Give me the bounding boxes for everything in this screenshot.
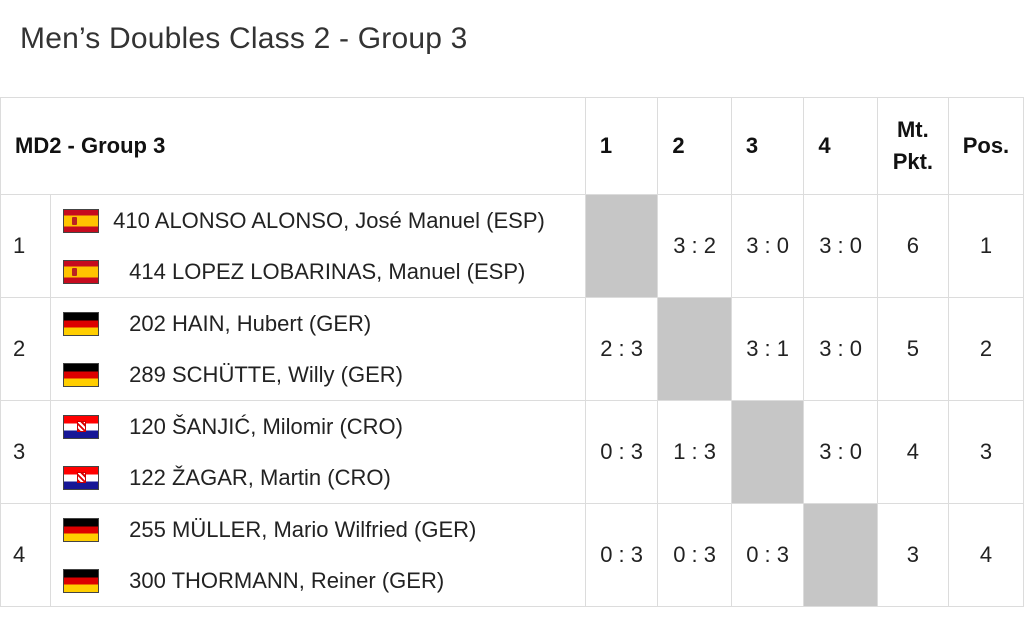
match-score: 1 : 3 <box>657 400 732 504</box>
col-header-1: 1 <box>584 97 659 195</box>
players-cell: 410 ALONSO ALONSO, José Manuel (ESP) 414 … <box>50 194 586 298</box>
col-header-4: 4 <box>803 97 878 195</box>
match-score: 3 : 0 <box>803 400 878 504</box>
player-entry: 300 THORMANN, Reiner (GER) <box>63 555 585 606</box>
position: 1 <box>947 194 1024 298</box>
match-points: 4 <box>876 400 949 504</box>
table-row: 4 255 MÜLLER, Mario Wilfried (GER) 300 THO… <box>0 503 1024 607</box>
match-score: 3 : 0 <box>803 194 878 298</box>
table-row: 3 120 ŠANJIĆ, Milomir (CRO) 122 ŽAGAR, Mar… <box>0 400 1024 504</box>
croatia-flag-icon <box>63 465 100 490</box>
match-score: 3 : 0 <box>803 297 878 401</box>
germany-flag-icon <box>63 362 100 387</box>
self-match-blank-cell <box>584 194 659 298</box>
self-match-blank-cell <box>730 400 805 504</box>
player-entry: 414 LOPEZ LOBARINAS, Manuel (ESP) <box>63 246 585 297</box>
match-score: 0 : 3 <box>584 400 659 504</box>
position: 3 <box>947 400 1024 504</box>
match-score: 2 : 3 <box>584 297 659 401</box>
players-cell: 255 MÜLLER, Mario Wilfried (GER) 300 THOR… <box>50 503 586 607</box>
row-rank: 3 <box>0 400 52 504</box>
match-score: 0 : 3 <box>584 503 659 607</box>
players-cell: 120 ŠANJIĆ, Milomir (CRO) 122 ŽAGAR, Mart… <box>50 400 586 504</box>
self-match-blank-cell <box>657 297 732 401</box>
position-header: Pos. <box>947 97 1024 195</box>
germany-flag-icon <box>63 568 100 593</box>
col-header-2: 2 <box>657 97 732 195</box>
player-name: 120 ŠANJIĆ, Milomir (CRO) <box>129 413 403 439</box>
germany-flag-icon <box>63 517 100 542</box>
croatia-flag-icon <box>63 414 100 439</box>
player-entry: 122 ŽAGAR, Martin (CRO) <box>63 452 585 503</box>
match-score: 3 : 2 <box>657 194 732 298</box>
player-name: 202 HAIN, Hubert (GER) <box>129 310 372 336</box>
self-match-blank-cell <box>803 503 878 607</box>
match-points-header: Mt. Pkt. <box>876 97 949 195</box>
player-name: 122 ŽAGAR, Martin (CRO) <box>129 464 391 490</box>
match-points: 5 <box>876 297 949 401</box>
player-name: 410 ALONSO ALONSO, José Manuel (ESP) <box>113 207 545 233</box>
table-row: 1 410 ALONSO ALONSO, José Manuel (ESP) 414… <box>0 194 1024 298</box>
player-name: 289 SCHÜTTE, Willy (GER) <box>129 361 403 387</box>
col-header-3: 3 <box>730 97 805 195</box>
player-entry: 120 ŠANJIĆ, Milomir (CRO) <box>63 401 585 452</box>
player-name: 255 MÜLLER, Mario Wilfried (GER) <box>129 516 477 542</box>
table-row: 2 202 HAIN, Hubert (GER) 289 SCHÜTTE, Will… <box>0 297 1024 401</box>
match-score: 0 : 3 <box>657 503 732 607</box>
match-score: 0 : 3 <box>730 503 805 607</box>
player-entry: 202 HAIN, Hubert (GER) <box>63 298 585 349</box>
position: 4 <box>947 503 1024 607</box>
player-name: 300 THORMANN, Reiner (GER) <box>129 567 445 593</box>
spain-flag-icon <box>63 259 100 284</box>
match-score: 3 : 1 <box>730 297 805 401</box>
row-rank: 4 <box>0 503 52 607</box>
germany-flag-icon <box>63 311 100 336</box>
page-title: Men’s Doubles Class 2 - Group 3 <box>20 22 468 55</box>
match-points: 3 <box>876 503 949 607</box>
match-points-header-line2: Pkt. <box>892 149 934 174</box>
group-header: MD2 - Group 3 <box>0 97 586 195</box>
player-entry: 255 MÜLLER, Mario Wilfried (GER) <box>63 504 585 555</box>
player-entry: 289 SCHÜTTE, Willy (GER) <box>63 349 585 400</box>
spain-flag-icon <box>63 208 100 233</box>
match-score: 3 : 0 <box>730 194 805 298</box>
match-points: 6 <box>876 194 949 298</box>
row-rank: 2 <box>0 297 52 401</box>
row-rank: 1 <box>0 194 52 298</box>
position: 2 <box>947 297 1024 401</box>
player-entry: 410 ALONSO ALONSO, José Manuel (ESP) <box>63 195 585 246</box>
table-header-row: MD2 - Group 3 1 2 3 4 Mt. Pkt. Pos. <box>0 97 1024 195</box>
players-cell: 202 HAIN, Hubert (GER) 289 SCHÜTTE, Willy… <box>50 297 586 401</box>
group-standings-table: MD2 - Group 3 1 2 3 4 Mt. Pkt. Pos. 1 410… <box>0 97 1024 607</box>
player-name: 414 LOPEZ LOBARINAS, Manuel (ESP) <box>129 258 526 284</box>
match-points-header-line1: Mt. <box>896 117 929 142</box>
